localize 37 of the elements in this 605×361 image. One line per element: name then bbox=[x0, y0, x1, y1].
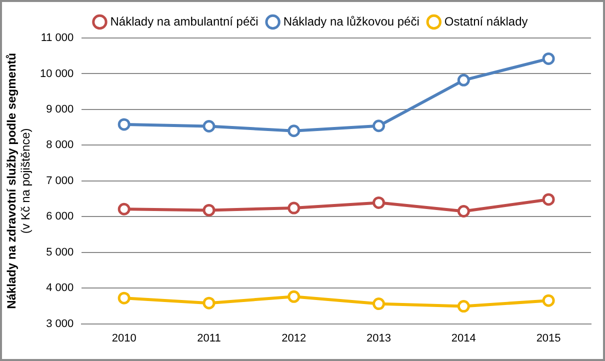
point bbox=[542, 52, 555, 65]
point bbox=[542, 193, 555, 206]
point bbox=[372, 298, 386, 310]
point bbox=[288, 124, 300, 138]
y-tick-label: 9 000 bbox=[46, 103, 74, 116]
x-tick-label: 2014 bbox=[451, 332, 476, 344]
legend-label: Náklady na ambulantní péči bbox=[110, 14, 258, 28]
point bbox=[118, 118, 130, 131]
point bbox=[372, 196, 386, 209]
x-tick-label: 2011 bbox=[197, 332, 221, 344]
x-tick-label: 2012 bbox=[282, 332, 306, 344]
point bbox=[288, 202, 300, 214]
point bbox=[372, 120, 386, 132]
y-tick-label: 3 000 bbox=[46, 318, 74, 330]
legend-label: Ostatní náklady bbox=[444, 14, 528, 28]
y-tick-label: 8 000 bbox=[46, 139, 74, 152]
y-tick-label: 7 000 bbox=[46, 174, 74, 187]
y-axis-title: Náklady na zdravotní služby podle segmentů (v Kč na pojištěnce) bbox=[4, 52, 32, 309]
legend-label: Náklady na lůžkovou péči bbox=[283, 14, 420, 28]
y-tick-label: 10 000 bbox=[40, 68, 74, 80]
x-tick-label: 2010 bbox=[112, 332, 136, 344]
y-tick-label: 11 000 bbox=[40, 32, 74, 44]
y-tick-label: 6 000 bbox=[46, 210, 74, 223]
point bbox=[457, 300, 470, 313]
point bbox=[542, 294, 555, 307]
x-tick-label: 2015 bbox=[536, 332, 561, 344]
point bbox=[118, 292, 130, 304]
y-tick-label: 4 000 bbox=[46, 282, 74, 294]
point bbox=[202, 204, 216, 216]
point bbox=[202, 296, 216, 310]
point bbox=[457, 205, 470, 218]
y-tick-label: 5 000 bbox=[46, 246, 74, 258]
point bbox=[288, 290, 300, 303]
x-tick-label: 2013 bbox=[366, 332, 392, 344]
point bbox=[202, 120, 216, 132]
point bbox=[457, 74, 470, 86]
point bbox=[118, 202, 130, 216]
